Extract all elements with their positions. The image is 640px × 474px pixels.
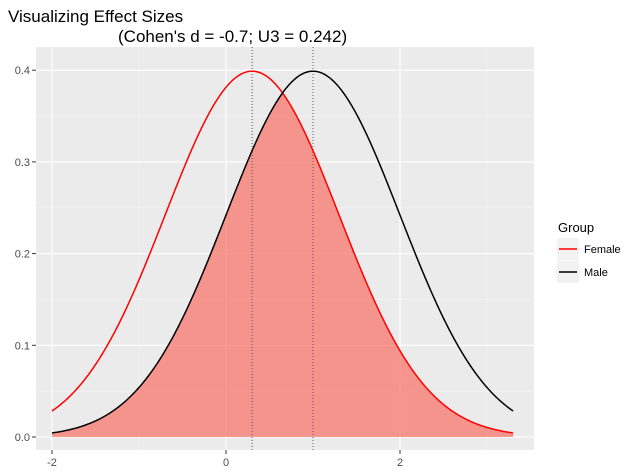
y-tick-labels: 0.0 0.1 0.2 0.3 0.4 xyxy=(15,65,30,444)
y-tick-label: 0.4 xyxy=(15,65,30,77)
x-tick-labels: -2 0 2 xyxy=(47,457,403,469)
legend-title: Group xyxy=(558,220,594,235)
legend-label-female: Female xyxy=(584,244,621,256)
y-tick-label: 0.3 xyxy=(15,157,30,169)
series-line-male xyxy=(51,70,514,434)
y-tick-label: 0.0 xyxy=(15,432,30,444)
legend: Group Female Male xyxy=(557,220,621,283)
x-tick-label: -2 xyxy=(47,457,57,469)
x-tick-label: 2 xyxy=(397,457,403,469)
y-tick-label: 0.2 xyxy=(15,249,30,261)
area-layer xyxy=(52,92,514,438)
legend-label-male: Male xyxy=(584,267,608,279)
chart-subtitle: (Cohen's d = -0.7; U3 = 0.242) xyxy=(118,27,347,46)
axis-ticks xyxy=(32,69,401,454)
chart-title: Visualizing Effect Sizes xyxy=(8,7,183,26)
overlap-area xyxy=(52,92,514,438)
x-tick-label: 0 xyxy=(223,457,229,469)
y-tick-label: 0.1 xyxy=(15,340,30,352)
line-layer xyxy=(51,70,514,434)
vline-layer xyxy=(251,47,314,450)
